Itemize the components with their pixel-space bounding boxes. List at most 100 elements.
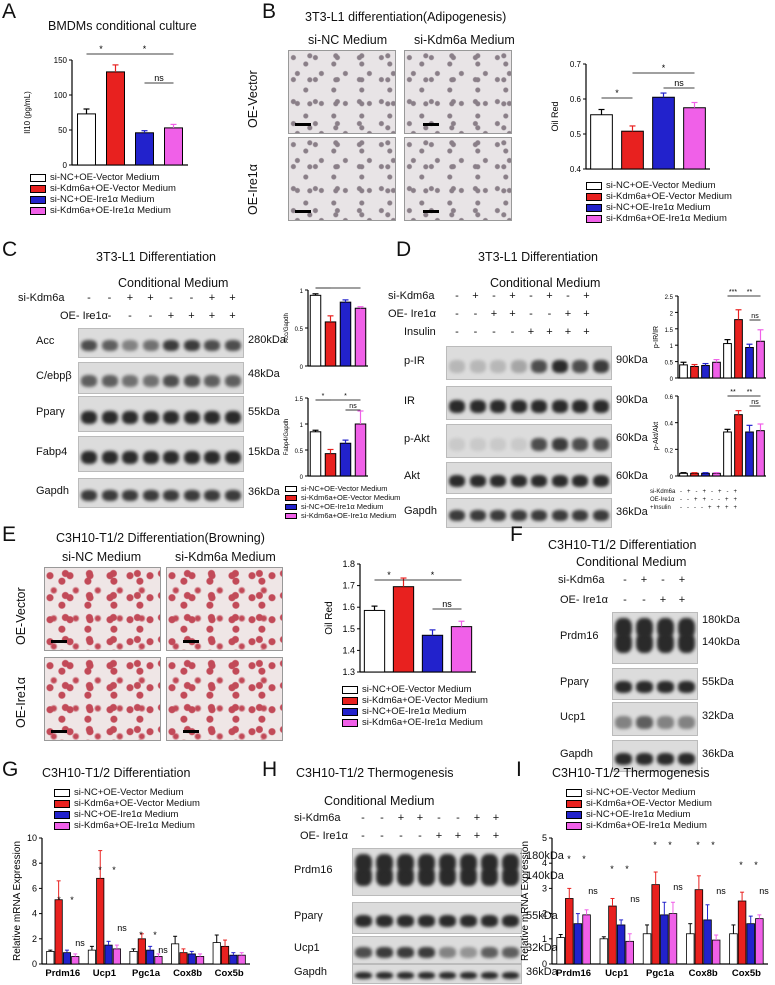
- blot-band: [81, 375, 98, 387]
- blot-band: [531, 359, 548, 373]
- blot-row: [78, 436, 244, 472]
- panel-i-title: C3H10-T1/2 Thermogenesis: [552, 766, 710, 780]
- blot-band: [469, 399, 486, 413]
- blot-row: [352, 848, 522, 896]
- panel-d-legend-signs: -+-+-+-+ --++--++ ----++++: [680, 488, 742, 512]
- blot-band: [183, 490, 200, 502]
- blot-band: [510, 510, 527, 522]
- kda-label: 180kDa: [702, 614, 740, 626]
- sign-ins: +: [583, 326, 590, 338]
- blot-band: [122, 375, 139, 387]
- sign-ire: +: [208, 310, 216, 322]
- sig-label: *: [112, 865, 116, 875]
- legend-i-item: si-NC+OE-Vector Medium: [586, 787, 696, 798]
- legend-c-item: si-NC+OE-Vector Medium: [301, 484, 388, 493]
- blot-band: [101, 490, 118, 502]
- blot-band: [355, 853, 372, 872]
- sign-kdm: +: [397, 812, 405, 824]
- blot-band: [551, 359, 568, 373]
- blot-band: [592, 437, 609, 451]
- sign-kdm: +: [678, 574, 686, 586]
- blot-band: [418, 867, 435, 886]
- bar: [137, 938, 146, 965]
- sig-label: *: [582, 854, 586, 864]
- sign-ins: +: [527, 326, 535, 338]
- blot-band: [355, 947, 372, 958]
- bar: [642, 933, 652, 965]
- sign-kdm: -: [455, 290, 459, 302]
- blot-band: [510, 475, 527, 487]
- bar: [668, 913, 678, 965]
- blot-band: [397, 972, 414, 980]
- blot-band: [224, 450, 241, 465]
- legend-g: si-NC+OE-Vector Medium si-Kdm6a+OE-Vecto…: [54, 787, 200, 831]
- blot-band: [657, 633, 674, 653]
- sign-kdm: -: [87, 292, 91, 304]
- bar: [686, 933, 695, 965]
- y-tick-label: 0: [670, 475, 674, 481]
- legend-b-item: si-Kdm6a+OE-Vector Medium: [606, 191, 732, 202]
- sig-label: *: [754, 860, 758, 870]
- blot-band: [678, 715, 695, 729]
- bar: [237, 954, 246, 965]
- bar: [354, 423, 367, 477]
- sig-label: *: [653, 840, 657, 850]
- sign-ire: +: [678, 594, 686, 606]
- blot-band: [204, 450, 221, 465]
- panel-c-row-ire: OE- Ire1α: [60, 310, 108, 322]
- y-tick-label: 4: [32, 909, 37, 919]
- sig-label: *: [739, 860, 743, 870]
- blot-band: [636, 715, 653, 729]
- blot-band: [636, 753, 653, 765]
- sig-label: ns: [154, 73, 164, 83]
- blot-row: [612, 740, 698, 772]
- legend-b: si-NC+OE-Vector Medium si-Kdm6a+OE-Vecto…: [586, 180, 732, 224]
- y-tick-label: 5: [542, 833, 547, 843]
- panel-f-subtitle: Conditional Medium: [576, 555, 687, 569]
- bar: [565, 898, 574, 965]
- y-axis-label: Relative mRNA Expression: [520, 841, 531, 961]
- sign-ire: -: [623, 594, 627, 606]
- blot-band: [355, 972, 372, 980]
- blot-band: [183, 375, 200, 387]
- chart-d2: 0 0.2 0.4 0.6 p-Akt/Akt ** ** ns: [653, 389, 766, 481]
- y-tick-label: 150: [54, 56, 68, 65]
- blot-band: [449, 359, 466, 373]
- legend-i-item: si-NC+OE-Ire1α Medium: [586, 809, 691, 820]
- sig-label: *: [668, 840, 672, 850]
- bar: [734, 414, 743, 477]
- panel-b-col1: si-NC Medium: [308, 33, 388, 47]
- blot-label: Gapdh: [294, 966, 328, 978]
- sig-label: **: [747, 389, 753, 396]
- micrograph: [404, 50, 512, 134]
- blot-label: Akt: [404, 470, 420, 482]
- legend-e-item: si-NC+OE-Ire1α Medium: [362, 706, 467, 717]
- sign-ins: +: [546, 326, 553, 338]
- sig-label: ns: [442, 599, 452, 609]
- blot-band: [142, 410, 159, 425]
- kda-label: 140kDa: [702, 636, 740, 648]
- y-tick-label: 0.5: [295, 327, 304, 333]
- blot-band: [418, 915, 435, 927]
- blot-band: [531, 475, 548, 487]
- bar: [690, 366, 699, 379]
- x-tick-label: Cox5b: [732, 968, 761, 979]
- bar: [106, 71, 125, 166]
- sign-ins: -: [510, 326, 515, 338]
- blot-band: [678, 618, 695, 638]
- panel-c-title: 3T3-L1 Differentiation: [96, 250, 216, 264]
- chart-a: 0 50 100 150 Il10 (pg/mL) * * ns: [23, 44, 188, 170]
- panel-letter-i: I: [516, 758, 522, 781]
- blot-band: [531, 437, 548, 451]
- sign-ire: +: [167, 310, 175, 322]
- bar: [339, 442, 352, 477]
- sign-kdm: -: [169, 292, 173, 304]
- panel-e-row1: OE-Vector: [14, 587, 28, 645]
- blot-band: [418, 972, 435, 980]
- y-tick-label: 0.4: [570, 165, 582, 174]
- y-tick-label: 0: [63, 161, 68, 170]
- y-tick-label: 4: [542, 858, 547, 868]
- blot-band: [224, 375, 241, 387]
- blot-band: [224, 410, 241, 425]
- legend-g-item: si-NC+OE-Ire1α Medium: [74, 809, 179, 820]
